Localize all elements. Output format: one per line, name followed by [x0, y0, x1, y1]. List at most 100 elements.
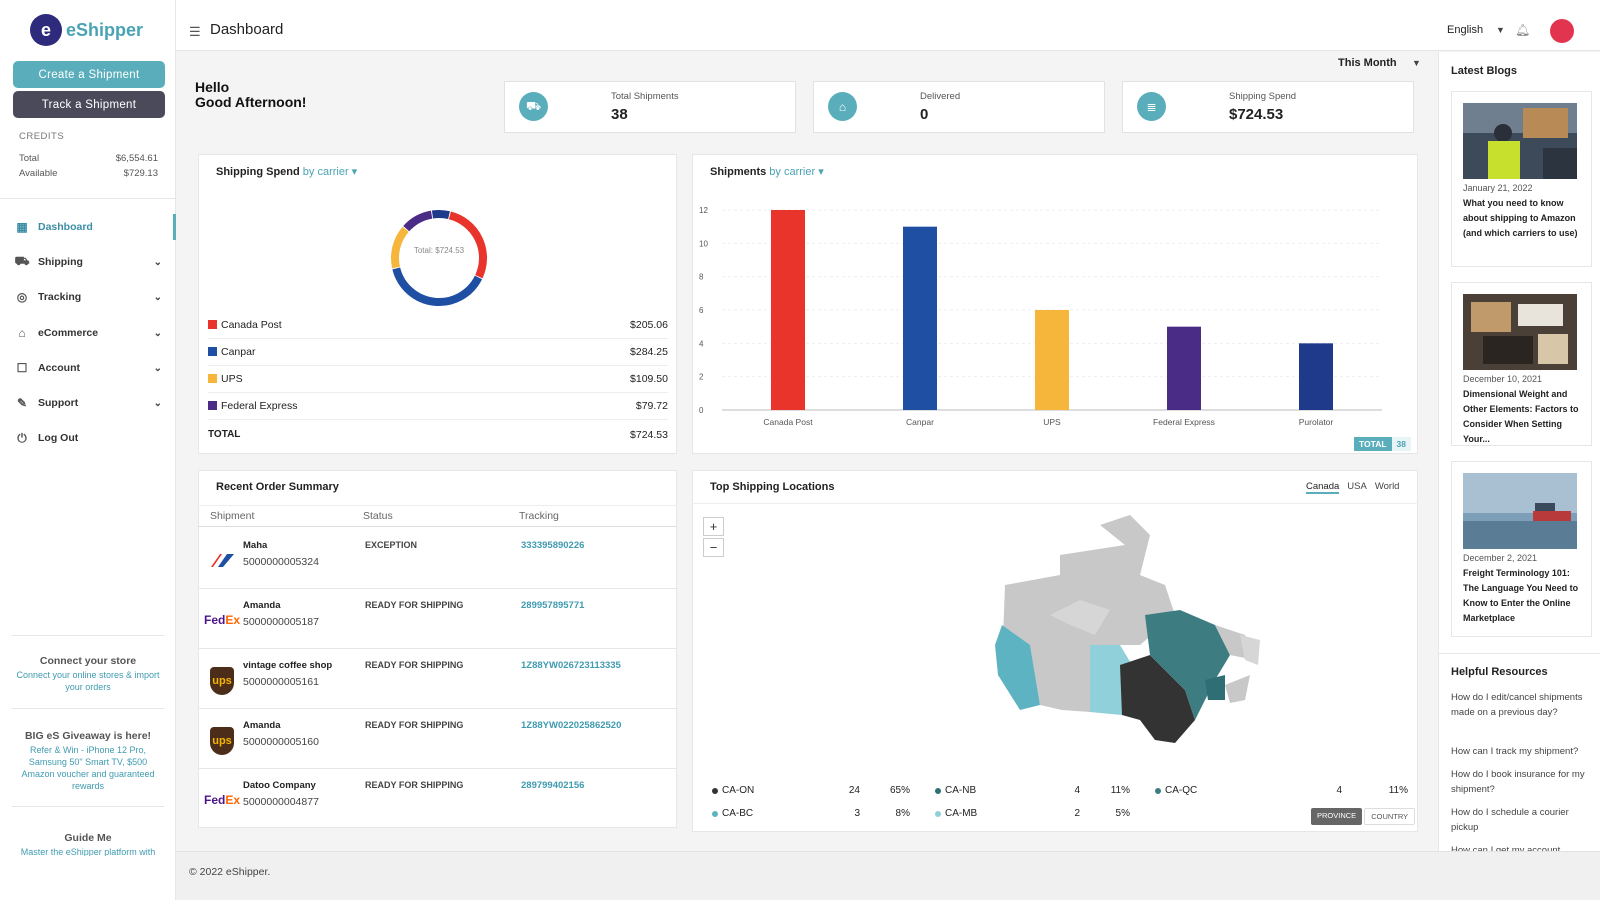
map-region-bc[interactable]	[995, 625, 1040, 710]
stat-label: Total Shipments	[611, 91, 679, 102]
chevron-down-icon: ⌄	[153, 362, 162, 374]
caret-down-icon[interactable]: ▼	[1496, 25, 1505, 35]
location-dot	[1155, 787, 1161, 794]
bell-icon[interactable]: 🔔︎	[1515, 23, 1531, 37]
location-code: CA-MB	[945, 808, 978, 819]
legend-carrier: Canada Post	[208, 319, 282, 331]
guide-me-promo[interactable]: Guide Me Master the eShipper platform wi…	[12, 832, 164, 856]
shipment-number[interactable]: 5000000005160	[243, 736, 319, 748]
shipment-number[interactable]: 5000000004877	[243, 796, 319, 808]
recipient-name: Amanda	[243, 600, 281, 611]
sidebar-item-tracking[interactable]: ◎ Tracking ⌄	[0, 284, 176, 310]
blog-card[interactable]: December 2, 2021 Freight Terminology 101…	[1451, 461, 1592, 637]
tracking-link[interactable]: 333395890226	[521, 540, 585, 551]
carrier-filter-label[interactable]: by carrier	[302, 166, 349, 178]
blog-title[interactable]: Dimensional Weight and Other Elements: F…	[1463, 389, 1579, 444]
bar-canpar[interactable]	[903, 226, 937, 410]
carrier-filter-dropdown[interactable]: by carrier ▾	[302, 166, 358, 178]
tracking-link[interactable]: 289957895771	[521, 600, 585, 611]
map-region-alberta[interactable]	[1030, 645, 1062, 710]
sidebar-item-shipping[interactable]: ⛟ Shipping ⌄	[0, 249, 176, 275]
table-row[interactable]: Maha 5000000005324 EXCEPTION 33339589022…	[198, 529, 677, 589]
tracking-link[interactable]: 1Z88YW026723113335	[521, 660, 621, 671]
zoom-out-button[interactable]: −	[703, 538, 724, 557]
ups-logo-icon: ups	[210, 727, 234, 755]
legend-carrier: Canpar	[208, 346, 255, 358]
chart-total-badge: TOTAL 38	[1354, 437, 1412, 451]
legend-label: Federal Express	[221, 400, 298, 412]
bar-federal-express[interactable]	[1167, 326, 1201, 410]
shipment-number[interactable]: 5000000005187	[243, 616, 319, 628]
sidebar-divider	[12, 635, 164, 636]
table-row[interactable]: ups Amanda 5000000005160 READY FOR SHIPP…	[198, 709, 677, 769]
blog-card[interactable]: December 10, 2021 Dimensional Weight and…	[1451, 282, 1592, 446]
sidebar-item-label: Tracking	[38, 291, 82, 303]
carrier-filter-dropdown[interactable]: by carrier ▾	[769, 166, 824, 178]
total-badge-value: 38	[1391, 437, 1412, 451]
dashboard-icon: ▦	[16, 220, 28, 234]
resource-link[interactable]: How do I edit/cancel shipments made on a…	[1451, 692, 1583, 718]
tab-canada[interactable]: Canada	[1306, 481, 1340, 494]
resource-link[interactable]: How do I schedule a courier pickup	[1451, 807, 1569, 833]
stat-total-shipments: ⛟ Total Shipments 38	[504, 81, 796, 133]
logo-text: eShipper	[66, 19, 144, 40]
map-region-nunavut[interactable]	[1100, 515, 1175, 645]
track-shipment-button[interactable]: Track a Shipment	[13, 91, 165, 118]
location-item-ca-mb: CA-MB	[935, 808, 977, 819]
caret-down-icon[interactable]: ▼	[1412, 58, 1421, 68]
language-select[interactable]: English	[1447, 24, 1484, 36]
logo-icon: e	[30, 14, 62, 46]
tab-usa[interactable]: USA	[1347, 481, 1367, 492]
map-region-new-brunswick[interactable]	[1205, 675, 1225, 700]
logo[interactable]: e eShipper	[30, 14, 143, 46]
tab-world[interactable]: World	[1374, 481, 1400, 492]
avatar[interactable]	[1550, 19, 1574, 43]
resource-link[interactable]: How can I get my account	[1451, 845, 1561, 851]
location-item-ca-nb: CA-NB	[935, 785, 976, 796]
hamburger-menu-icon[interactable]: ☰	[189, 24, 201, 39]
bar-canada-post[interactable]	[771, 210, 805, 410]
bar-ups[interactable]	[1035, 310, 1069, 410]
table-row[interactable]: Fed Ex Datoo Company 5000000004877 READY …	[198, 769, 677, 829]
map-region-arctic-islands[interactable]	[1050, 600, 1110, 635]
zoom-in-button[interactable]: +	[703, 517, 724, 536]
giveaway-promo[interactable]: BIG eS Giveaway is here! Refer & Win - i…	[12, 730, 164, 792]
connect-store-promo[interactable]: Connect your store Connect your online s…	[12, 655, 164, 693]
map-region-ontario[interactable]	[1120, 655, 1195, 743]
resource-link[interactable]: How can I track my shipment?	[1451, 746, 1579, 757]
map-region-newfoundland[interactable]	[1240, 635, 1260, 665]
sidebar-item-account[interactable]: ☐ Account ⌄	[0, 355, 176, 381]
bar-purolator[interactable]	[1299, 343, 1333, 410]
fedex-logo-icon: Fed Ex	[203, 613, 241, 627]
stat-value: 38	[611, 106, 628, 123]
blog-title[interactable]: Freight Terminology 101: The Language Yo…	[1463, 568, 1579, 623]
promo-text[interactable]: Connect your online stores & import your…	[16, 670, 160, 692]
sidebar-item-ecommerce[interactable]: ⌂ eCommerce ⌄	[0, 320, 176, 346]
period-select[interactable]: This Month	[1338, 57, 1397, 69]
map-region-saskatchewan[interactable]	[1062, 645, 1090, 712]
toggle-province[interactable]: PROVINCE	[1311, 808, 1363, 825]
toggle-country[interactable]: COUNTRY	[1364, 808, 1416, 825]
blog-card[interactable]: January 21, 2022 What you need to know a…	[1451, 91, 1592, 267]
blog-title[interactable]: What you need to know about shipping to …	[1463, 198, 1578, 238]
shipment-number[interactable]: 5000000005161	[243, 676, 319, 688]
table-row[interactable]: Fed Ex Amanda 5000000005187 READY FOR SHI…	[198, 589, 677, 649]
sidebar-item-logout[interactable]: ⏻ Log Out	[0, 425, 176, 451]
location-dot	[935, 810, 941, 817]
legend-swatch	[208, 320, 217, 329]
y-tick-label: 0	[699, 406, 704, 415]
table-row[interactable]: ups vintage coffee shop 5000000005161 RE…	[198, 649, 677, 709]
legend-carrier: UPS	[208, 373, 243, 385]
sidebar-item-dashboard[interactable]: ▦ Dashboard	[0, 214, 176, 240]
create-shipment-button[interactable]: Create a Shipment	[13, 61, 165, 88]
canada-map[interactable]	[990, 515, 1290, 760]
resource-link[interactable]: How do I book insurance for my shipment?	[1451, 769, 1585, 795]
promo-text[interactable]: Master the eShipper platform with these …	[20, 847, 156, 856]
tracking-link[interactable]: 1Z88YW022025862520	[521, 720, 622, 731]
sidebar-item-support[interactable]: ✎ Support ⌄	[0, 390, 176, 416]
tracking-link[interactable]: 289799402156	[521, 780, 585, 791]
shipment-number[interactable]: 5000000005324	[243, 556, 319, 568]
promo-text[interactable]: Refer & Win - iPhone 12 Pro, Samsung 50"…	[21, 745, 155, 791]
map-region-nova-scotia[interactable]	[1225, 675, 1250, 703]
carrier-filter-label[interactable]: by carrier	[769, 166, 816, 178]
